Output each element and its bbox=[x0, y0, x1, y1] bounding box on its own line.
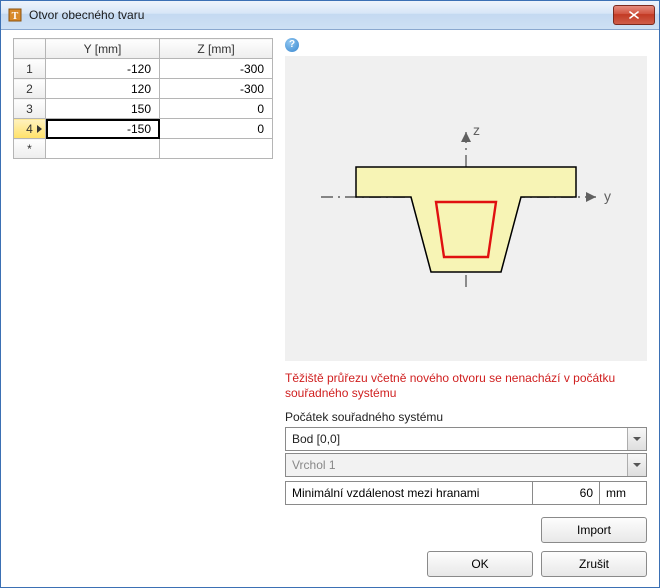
table-row[interactable]: 2 120 -300 bbox=[14, 79, 273, 99]
vertex-combo-value: Vrchol 1 bbox=[286, 458, 627, 472]
import-button[interactable]: Import bbox=[541, 517, 647, 543]
close-icon bbox=[629, 11, 639, 19]
button-bar-1: Import bbox=[13, 505, 647, 543]
row-header[interactable]: 1 bbox=[14, 59, 46, 79]
col-header-z[interactable]: Z [mm] bbox=[160, 39, 273, 59]
table-new-row[interactable]: * bbox=[14, 139, 273, 159]
section-diagram: y z bbox=[306, 97, 626, 317]
titlebar: T Otvor obecného tvaru bbox=[1, 1, 659, 30]
cell-z[interactable]: 0 bbox=[160, 119, 273, 139]
origin-combo-value: Bod [0,0] bbox=[286, 432, 627, 446]
table-row[interactable]: 4 -150 0 bbox=[14, 119, 273, 139]
table-row[interactable]: 3 150 0 bbox=[14, 99, 273, 119]
cell-z[interactable]: -300 bbox=[160, 79, 273, 99]
col-header-y[interactable]: Y [mm] bbox=[46, 39, 160, 59]
help-icon[interactable]: ? bbox=[285, 38, 299, 52]
cell-z[interactable] bbox=[160, 139, 273, 159]
help-row: ? bbox=[285, 38, 647, 56]
axis-label-z: z bbox=[473, 122, 480, 138]
warning-text: Těžiště průřezu včetně nového otvoru se … bbox=[285, 371, 647, 402]
row-header[interactable]: 2 bbox=[14, 79, 46, 99]
dialog-window: T Otvor obecného tvaru Y [mm] Z [mm] 1 bbox=[0, 0, 660, 588]
close-button[interactable] bbox=[613, 5, 655, 25]
cell-y[interactable]: -120 bbox=[46, 59, 160, 79]
right-pane: ? y z bbox=[285, 38, 647, 505]
min-distance-row: Minimální vzdálenost mezi hranami 60 mm bbox=[285, 481, 647, 505]
upper-area: Y [mm] Z [mm] 1 -120 -300 2 120 -300 3 bbox=[13, 38, 647, 505]
row-header[interactable]: 3 bbox=[14, 99, 46, 119]
table-row[interactable]: 1 -120 -300 bbox=[14, 59, 273, 79]
cancel-button[interactable]: Zrušit bbox=[541, 551, 647, 577]
origin-combo[interactable]: Bod [0,0] bbox=[285, 427, 647, 451]
table-corner bbox=[14, 39, 46, 59]
cell-y[interactable]: 150 bbox=[46, 99, 160, 119]
min-distance-label: Minimální vzdálenost mezi hranami bbox=[286, 482, 533, 504]
cell-z[interactable]: -300 bbox=[160, 59, 273, 79]
row-header-new[interactable]: * bbox=[14, 139, 46, 159]
vertex-combo-button[interactable] bbox=[627, 454, 646, 476]
chevron-down-icon bbox=[633, 463, 641, 467]
cell-z[interactable]: 0 bbox=[160, 99, 273, 119]
axis-label-y: y bbox=[604, 188, 611, 204]
ok-button[interactable]: OK bbox=[427, 551, 533, 577]
vertex-combo[interactable]: Vrchol 1 bbox=[285, 453, 647, 477]
client-area: Y [mm] Z [mm] 1 -120 -300 2 120 -300 3 bbox=[1, 30, 659, 587]
chevron-down-icon bbox=[633, 437, 641, 441]
cell-y[interactable]: 120 bbox=[46, 79, 160, 99]
origin-combo-button[interactable] bbox=[627, 428, 646, 450]
cell-y[interactable]: -150 bbox=[46, 119, 160, 139]
points-table[interactable]: Y [mm] Z [mm] 1 -120 -300 2 120 -300 3 bbox=[13, 38, 273, 159]
window-title: Otvor obecného tvaru bbox=[29, 8, 613, 22]
diagram-box: y z bbox=[285, 56, 647, 361]
lower-right: Těžiště průřezu včetně nového otvoru se … bbox=[285, 361, 647, 505]
cell-y[interactable] bbox=[46, 139, 160, 159]
svg-text:T: T bbox=[12, 11, 19, 22]
min-distance-value[interactable]: 60 bbox=[533, 482, 600, 504]
min-distance-unit: mm bbox=[600, 482, 646, 504]
coordinates-pane: Y [mm] Z [mm] 1 -120 -300 2 120 -300 3 bbox=[13, 38, 273, 505]
row-header[interactable]: 4 bbox=[14, 119, 46, 139]
button-bar-2: OK Zrušit bbox=[13, 543, 647, 577]
app-icon: T bbox=[7, 7, 23, 23]
origin-label: Počátek souřadného systému bbox=[285, 410, 647, 424]
